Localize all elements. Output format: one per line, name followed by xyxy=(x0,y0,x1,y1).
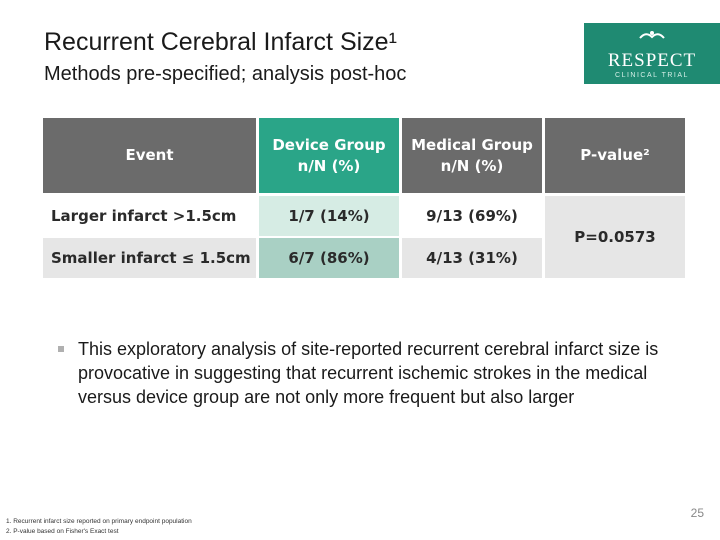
slide-subtitle: Methods pre-specified; analysis post-hoc xyxy=(44,63,407,85)
header-medical-group: Medical Group n/N (%) xyxy=(402,118,542,193)
bullet-text: This exploratory analysis of site-report… xyxy=(78,339,659,407)
bullet-square-icon xyxy=(58,346,64,352)
row-smaller-medical: 4/13 (31%) xyxy=(402,238,542,278)
header-pvalue: P-value² xyxy=(545,118,685,193)
row-larger-event: Larger infarct >1.5cm xyxy=(43,196,256,236)
logo-name: RESPECT xyxy=(607,50,697,71)
pvalue-cell: P=0.0573 xyxy=(545,196,685,278)
header-device-group: Device Group n/N (%) xyxy=(259,118,399,193)
row-larger-medical: 9/13 (69%) xyxy=(402,196,542,236)
logo-tagline: CLINICAL TRIAL xyxy=(615,72,689,79)
bird-icon xyxy=(639,31,665,39)
respect-logo: RESPECT CLINICAL TRIAL xyxy=(584,23,720,84)
row-larger-device: 1/7 (14%) xyxy=(259,196,399,236)
footnote-1: 1. Recurrent infarct size reported on pr… xyxy=(6,518,192,525)
page-number: 25 xyxy=(690,506,704,520)
row-smaller-event: Smaller infarct ≤ 1.5cm xyxy=(43,238,256,278)
slide-title: Recurrent Cerebral Infarct Size¹ xyxy=(44,28,397,56)
footnote-2: 2. P-value based on Fisher's Exact test xyxy=(6,528,119,535)
row-smaller-device: 6/7 (86%) xyxy=(259,238,399,278)
header-event: Event xyxy=(43,118,256,193)
